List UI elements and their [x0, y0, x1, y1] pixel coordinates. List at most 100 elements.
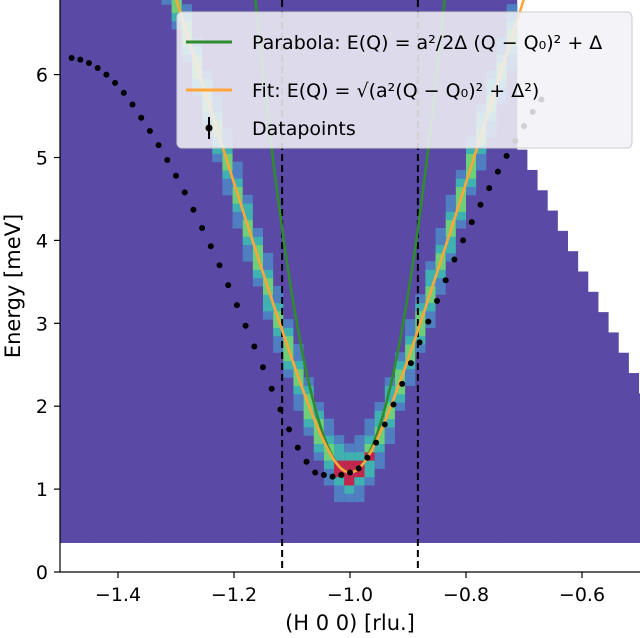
heatmap-cell [364, 468, 376, 478]
heatmap-cell [283, 335, 294, 345]
datapoint [434, 297, 440, 304]
datapoint [225, 282, 232, 289]
y-tick-label: 2 [36, 396, 48, 418]
legend-text-parabola: Parabola: E(Q) = a²/2Δ (Q − Q₀)² + Δ [252, 32, 602, 54]
heatmap-cell [252, 277, 264, 287]
heatmap-background-cell [334, 0, 345, 543]
heatmap-background-cell [80, 0, 91, 543]
heatmap-cell [374, 443, 386, 453]
datapoint [129, 101, 136, 108]
heatmap-cell [384, 377, 396, 386]
heatmap-cell [303, 426, 315, 436]
heatmap-cell [323, 460, 335, 469]
heatmap-cell [323, 451, 335, 461]
heatmap-cell [344, 493, 355, 503]
heatmap-cell [455, 211, 467, 221]
heatmap-background-cell [537, 190, 548, 543]
heatmap-cell [455, 186, 467, 196]
heatmap-cell [313, 443, 325, 453]
heatmap-cell [394, 368, 406, 378]
heatmap-cell [445, 236, 457, 246]
heatmap-cell [303, 418, 315, 428]
heatmap-cell [344, 476, 355, 486]
heatmap-cell [394, 352, 406, 362]
datapoint [338, 472, 345, 479]
heatmap-background-cell [526, 169, 538, 543]
heatmap-cell [415, 327, 426, 337]
heatmap-background-cell [354, 0, 365, 543]
heatmap-background-cell [394, 0, 406, 543]
heatmap-background-cell [181, 0, 193, 543]
heatmap-cell [323, 468, 335, 478]
datapoint [77, 56, 84, 63]
heatmap-cell [232, 178, 244, 188]
heatmap-background-cell [151, 0, 162, 543]
heatmap-cell [323, 418, 335, 428]
heatmap-cell [273, 302, 284, 312]
y-tick-label: 4 [36, 230, 48, 252]
x-tick-label: −0.6 [559, 584, 605, 606]
datapoint [312, 469, 319, 476]
datapoint [173, 172, 179, 179]
heatmap-cell [323, 435, 335, 445]
datapoint [242, 322, 249, 329]
heatmap-cell [334, 484, 345, 494]
heatmap-background-cell [577, 271, 589, 543]
heatmap-cell [506, 4, 518, 13]
heatmap-cell [476, 145, 487, 154]
heatmap-background-cell [384, 0, 396, 543]
heatmap-cell [232, 211, 244, 221]
datapoint [468, 219, 475, 226]
heatmap-cell [263, 294, 274, 304]
heatmap-cell [344, 484, 355, 494]
datapoint [120, 89, 127, 96]
heatmap-cell [435, 277, 447, 287]
heatmap-background-cell [476, 0, 487, 543]
heatmap-cell [384, 418, 396, 428]
datapoint [268, 385, 275, 392]
heatmap-cell [161, 0, 173, 5]
datapoint [503, 152, 510, 159]
datapoint [294, 444, 301, 451]
datapoint [277, 406, 284, 413]
heatmap-cell [303, 385, 315, 395]
datapoint [155, 142, 162, 149]
legend-text-datapoints: Datapoints [252, 118, 356, 140]
datapoint [181, 189, 188, 196]
heatmap-cell [394, 393, 406, 403]
heatmap-cell [242, 252, 254, 262]
heatmap-cell [466, 169, 477, 179]
heatmap-cell [293, 393, 305, 403]
heatmap-cell [405, 327, 416, 337]
heatmap-cell [405, 368, 416, 378]
heatmap-cell [364, 418, 376, 428]
x-tick-label: −1.2 [211, 584, 257, 606]
legend-text-fit: Fit: E(Q) = √(a²(Q − Q₀)² + Δ²) [252, 80, 539, 102]
heatmap-cell [232, 219, 244, 229]
heatmap-cell [415, 310, 426, 320]
heatmap-cell [283, 360, 294, 370]
heatmap-cell [394, 385, 406, 395]
heatmap-cell [334, 443, 345, 453]
datapoint [407, 360, 414, 367]
heatmap-cell [273, 335, 284, 345]
heatmap-cell [252, 236, 264, 246]
heatmap-background-cell [232, 0, 244, 543]
heatmap-cell [263, 277, 274, 287]
heatmap-cell [323, 426, 335, 436]
heatmap-background-cell [557, 230, 568, 543]
heatmap-cell [344, 443, 355, 453]
heatmap-cell [293, 368, 305, 378]
heatmap-background-cell [608, 332, 619, 543]
heatmap-cell [263, 261, 274, 270]
heatmap-cell [283, 319, 294, 328]
heatmap-cell [273, 310, 284, 320]
datapoint [164, 156, 171, 163]
heatmap-background-cell [455, 0, 467, 543]
y-axis-label: Energy [meV] [1, 214, 25, 358]
heatmap-cell [303, 393, 315, 403]
heatmap-background-cell [618, 352, 629, 543]
heatmap-cell [293, 352, 305, 362]
heatmap-cell [405, 377, 416, 386]
